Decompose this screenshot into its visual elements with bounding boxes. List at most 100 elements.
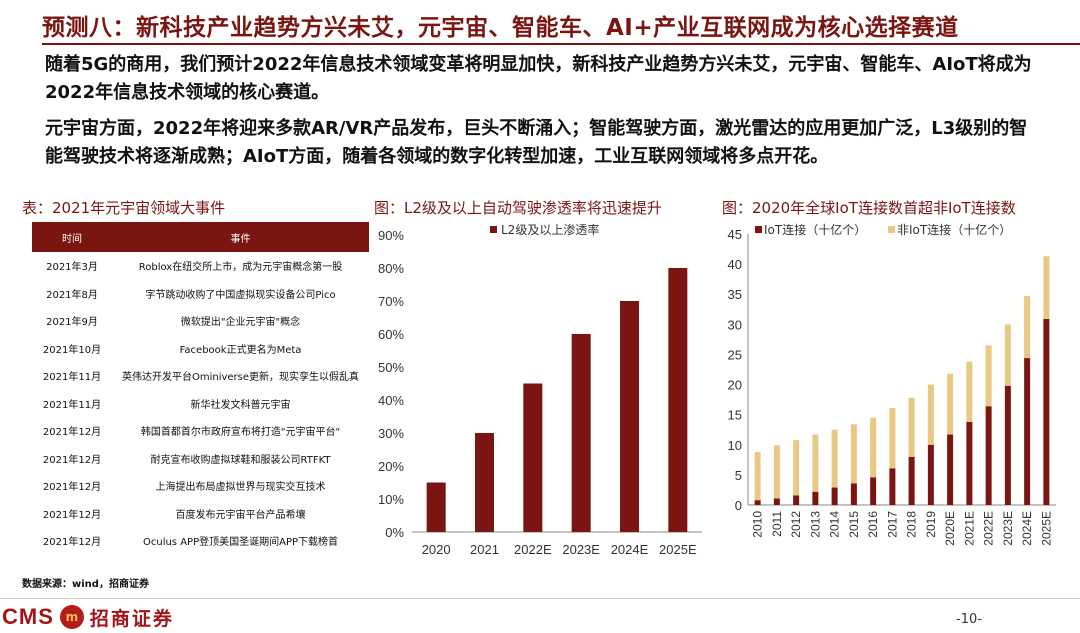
y-tick-label: 60% bbox=[378, 327, 404, 342]
event-description: 微软提出"企业元宇宙"概念 bbox=[180, 317, 301, 329]
iot-bar-segment bbox=[947, 434, 954, 505]
x-tick-label: 2023E bbox=[562, 542, 600, 557]
x-tick-label: 2023E bbox=[1001, 511, 1015, 546]
table-row: 2021年10月 Facebook正式更名为Meta bbox=[32, 335, 369, 363]
iot-chart-title: 图：2020年全球IoT连接数首超非IoT连接数 bbox=[722, 199, 1016, 217]
table-row: 2021年12月 耐克宣布收购虚拟球鞋和服装公司RTFKT bbox=[32, 445, 369, 473]
y-tick-label: 50% bbox=[378, 360, 404, 375]
x-tick-label: 2012 bbox=[789, 511, 803, 538]
event-description: Oculus APP登顶美国圣诞期间APP下载榜首 bbox=[142, 537, 338, 549]
non-iot-bar-segment bbox=[889, 408, 896, 469]
y-tick-label: 30 bbox=[728, 317, 742, 332]
iot-bar-segment bbox=[812, 491, 819, 505]
y-tick-label: 25 bbox=[728, 347, 742, 362]
l2-chart-title: 图：L2级及以上自动驾驶渗透率将迅速提升 bbox=[374, 199, 662, 217]
y-tick-label: 35 bbox=[728, 287, 742, 302]
event-date: 2021年12月 bbox=[42, 509, 102, 521]
y-tick-label: 10 bbox=[728, 438, 742, 453]
legend-swatch bbox=[490, 226, 497, 233]
y-tick-label: 40 bbox=[728, 257, 742, 272]
event-date: 2021年11月 bbox=[42, 399, 102, 411]
y-tick-label: 0% bbox=[385, 525, 404, 540]
iot-bar-segment bbox=[773, 498, 780, 505]
table-row: 2021年11月 英伟达开发平台Ominiverse更新，现实孪生以假乱真 bbox=[32, 362, 369, 390]
iot-bar-segment bbox=[1024, 358, 1031, 505]
non-iot-bar-segment bbox=[908, 397, 915, 457]
y-tick-label: 20% bbox=[378, 459, 404, 474]
y-tick-label: 45 bbox=[728, 227, 742, 242]
iot-bar-segment bbox=[1004, 385, 1011, 505]
non-iot-bar-segment bbox=[870, 417, 877, 478]
iot-bar-segment bbox=[985, 406, 992, 505]
event-date: 2021年11月 bbox=[42, 372, 102, 384]
iot-bar-segment bbox=[889, 468, 896, 505]
cms-logo: CMS m 招商证券 bbox=[2, 603, 174, 631]
event-date: 2021年12月 bbox=[42, 427, 102, 439]
x-tick-label: 2022E bbox=[514, 542, 552, 557]
logo-cn-text: 招商证券 bbox=[89, 607, 174, 630]
event-date: 2021年10月 bbox=[42, 344, 102, 356]
bar bbox=[668, 268, 688, 532]
y-tick-label: 0 bbox=[735, 498, 742, 513]
event-date: 2021年3月 bbox=[46, 262, 98, 274]
non-iot-bar-segment bbox=[1024, 296, 1031, 359]
iot-bar-segment bbox=[966, 421, 973, 505]
event-description: Roblox在纽交所上市，成为元宇宙概念第一股 bbox=[138, 262, 343, 274]
non-iot-bar-segment bbox=[812, 434, 819, 492]
x-tick-label: 2019 bbox=[924, 511, 938, 538]
table-header-row: 时间 事件 bbox=[32, 222, 369, 252]
x-tick-label: 2015 bbox=[847, 511, 861, 538]
non-iot-bar-segment bbox=[754, 452, 761, 501]
non-iot-bar-segment bbox=[966, 361, 973, 422]
logo-cms-text: CMS bbox=[2, 604, 54, 629]
l2-penetration-chart: 0% 10% 20% 30% 40% 50% 60% 70% 80% 90% 2020 2021 202… bbox=[378, 222, 702, 557]
y-tick-label: 40% bbox=[378, 393, 404, 408]
event-date: 2021年12月 bbox=[42, 454, 102, 466]
table-row: 2021年12月 百度发布元宇宙平台产品希壤 bbox=[32, 500, 369, 528]
legend-label-non-iot: 非IoT连接（十亿个） bbox=[897, 222, 1011, 237]
event-description: 耐克宣布收购虚拟球鞋和服装公司RTFKT bbox=[150, 454, 331, 466]
title-bar: 预测八：新科技产业趋势方兴未艾，元宇宙、智能车、AI+产业互联网成为核心选择赛道 bbox=[0, 0, 1080, 45]
event-description: 英伟达开发平台Ominiverse更新，现实孪生以假乱真 bbox=[121, 372, 360, 384]
detail-paragraph: 元宇宙方面，2022年将迎来多款AR/VR产品发布，巨头不断涌入；智能驾驶方面，… bbox=[45, 118, 1028, 167]
y-tick-label: 30% bbox=[378, 426, 404, 441]
y-tick-label: 10% bbox=[378, 492, 404, 507]
y-tick-label: 15 bbox=[728, 408, 742, 423]
y-tick-label: 5 bbox=[735, 468, 742, 483]
x-tick-label: 2021 bbox=[470, 542, 499, 557]
iot-bar-segment bbox=[908, 456, 915, 505]
non-iot-bar-segment bbox=[1004, 324, 1011, 386]
event-description: Facebook正式更名为Meta bbox=[179, 344, 302, 356]
non-iot-bar-segment bbox=[947, 373, 954, 435]
x-tick-label: 2021E bbox=[962, 511, 976, 546]
non-iot-bar-segment bbox=[831, 429, 838, 488]
bar bbox=[426, 482, 446, 532]
event-date: 2021年8月 bbox=[46, 289, 98, 301]
iot-bar-segment bbox=[1043, 318, 1050, 505]
x-tick-label: 2025E bbox=[659, 542, 697, 557]
logo-mark-icon: m bbox=[59, 605, 84, 629]
non-iot-bar-segment bbox=[793, 439, 800, 496]
y-tick-label: 90% bbox=[378, 228, 404, 243]
table-row: 2021年8月 字节跳动收购了中国虚拟现实设备公司Pico bbox=[32, 280, 369, 308]
events-table: 时间 事件 2021年3月 Roblox在纽交所上市，成为元宇宙概念第一股 2021… bbox=[32, 222, 369, 555]
iot-bar-segment bbox=[927, 444, 934, 505]
bar bbox=[523, 383, 543, 532]
legend-label: L2级及以上渗透率 bbox=[501, 222, 599, 237]
table-row: 2021年12月 上海提出布局虚拟世界与现实交互技术 bbox=[32, 472, 369, 500]
x-tick-label: 2025E bbox=[1039, 511, 1053, 546]
event-description: 百度发布元宇宙平台产品希壤 bbox=[175, 509, 306, 521]
table-body: 2021年3月 Roblox在纽交所上市，成为元宇宙概念第一股 2021年8月 字节跳… bbox=[32, 252, 369, 555]
event-date: 2021年12月 bbox=[42, 537, 102, 549]
non-iot-bar-segment bbox=[773, 445, 780, 499]
x-tick-label: 2010 bbox=[751, 511, 765, 538]
iot-bar-segment bbox=[870, 477, 877, 505]
event-description: 新华社发文科普元宇宙 bbox=[190, 399, 291, 411]
x-tick-label: 2022E bbox=[982, 511, 996, 546]
iot-connections-chart: 0 5 10 15 20 25 30 35 40 45 2010 2011 2012 2013 2014 20… bbox=[728, 222, 1056, 546]
bar bbox=[620, 301, 639, 532]
y-tick-label: 80% bbox=[378, 261, 404, 276]
table-row: 2021年11月 新华社发文科普元宇宙 bbox=[32, 390, 369, 418]
x-tick-label: 2020 bbox=[422, 542, 451, 557]
header-date: 时间 bbox=[32, 222, 112, 252]
